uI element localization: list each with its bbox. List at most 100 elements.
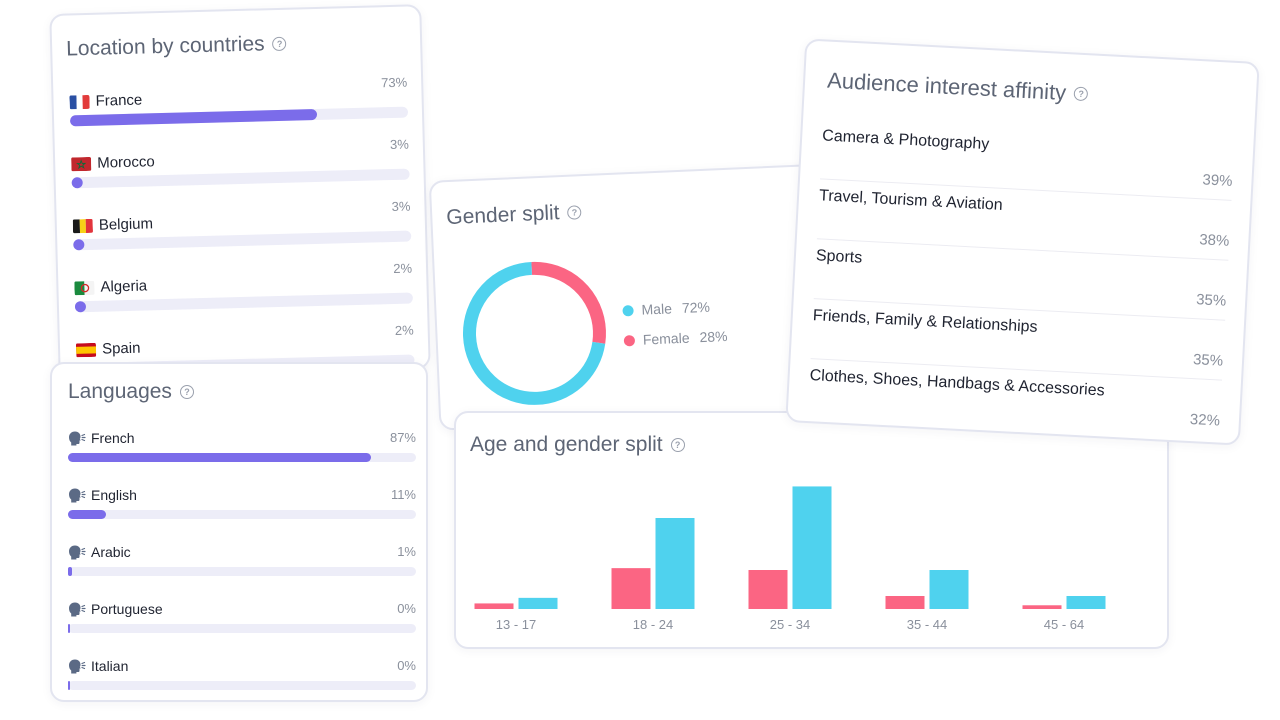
- interest-percent: 39%: [1202, 171, 1233, 190]
- language-label-wrap: English: [68, 487, 416, 503]
- speaking-head-icon: [69, 431, 86, 446]
- language-label-wrap: Portuguese: [68, 601, 416, 617]
- location-label-wrap: Spain: [75, 333, 414, 359]
- location-country-label: Algeria: [100, 277, 148, 296]
- interest-title-wrap: Audience interest affinity ?: [827, 68, 1089, 108]
- age-title-wrap: Age and gender split ?: [470, 433, 685, 457]
- belgium-flag-icon: [72, 218, 94, 233]
- location-row-morocco: Morocco 3%: [71, 137, 410, 189]
- age-gender-bar-chart: 13 - 17 18 - 24 25 - 34 35 - 44 45 - 64: [474, 486, 1106, 632]
- legend-item-female: Female 28%: [623, 328, 728, 349]
- language-label-wrap: Italian: [68, 658, 416, 674]
- location-row-belgium: Belgium 3%: [72, 199, 412, 251]
- languages-card: Languages ? French 87% English 11% Arabi…: [50, 362, 428, 702]
- language-progress-track: [68, 510, 416, 519]
- location-title-wrap: Location by countries ?: [66, 32, 287, 62]
- language-percent: 11%: [390, 487, 416, 502]
- speaking-head-icon: [69, 488, 86, 503]
- language-progress-fill: [68, 624, 70, 633]
- languages-card-title: Languages: [68, 380, 172, 403]
- language-row-italian: Italian 0%: [68, 658, 416, 690]
- x-tick-label: 18 - 24: [633, 617, 673, 632]
- language-label: English: [91, 487, 137, 503]
- location-progress-track: [69, 106, 409, 127]
- legend-value: 72%: [681, 298, 711, 316]
- location-progress-fill: [69, 108, 317, 127]
- location-progress-track: [74, 292, 413, 313]
- interest-label: Sports: [815, 247, 863, 267]
- male-legend-dot: [622, 304, 634, 317]
- language-label-wrap: French: [68, 430, 416, 446]
- location-percent: 3%: [389, 136, 410, 153]
- male-bar: [518, 597, 558, 609]
- interest-label: Travel, Tourism & Aviation: [818, 187, 1004, 214]
- female-bar: [748, 570, 788, 609]
- speaking-head-icon: [69, 545, 86, 560]
- location-progress-fill: [73, 239, 85, 251]
- location-label-wrap: Morocco: [71, 147, 409, 173]
- language-progress-fill: [68, 681, 70, 690]
- female-bar: [885, 596, 925, 609]
- morocco-flag-icon: [71, 156, 92, 171]
- language-row-french: French 87%: [68, 430, 416, 462]
- help-icon[interactable]: ?: [179, 385, 194, 399]
- location-percent: 2%: [394, 322, 414, 338]
- language-progress-fill: [68, 567, 72, 576]
- help-icon[interactable]: ?: [567, 205, 582, 220]
- algeria-flag-icon: [74, 280, 95, 295]
- interest-label: Camera & Photography: [821, 127, 990, 154]
- legend-label: Female: [642, 329, 690, 348]
- language-label: Portuguese: [91, 601, 163, 617]
- female-legend-dot: [623, 334, 636, 346]
- location-progress-fill: [71, 177, 83, 189]
- interest-percent: 38%: [1198, 231, 1230, 250]
- location-progress-fill: [74, 301, 87, 313]
- language-progress-track: [68, 681, 416, 690]
- help-icon[interactable]: ?: [1073, 86, 1089, 102]
- help-icon[interactable]: ?: [670, 438, 685, 452]
- location-percent: 2%: [393, 260, 413, 277]
- gender-donut-chart: [462, 261, 606, 405]
- interest-percent: 35%: [1195, 291, 1227, 310]
- language-row-portuguese: Portuguese 0%: [68, 601, 416, 633]
- language-row-english: English 11%: [68, 487, 416, 519]
- location-progress-track: [73, 230, 412, 251]
- location-progress-track: [71, 168, 410, 189]
- interest-label: Friends, Family & Relationships: [812, 307, 1038, 336]
- gender-split-card: Gender split ? Male 72% Female 28%: [428, 163, 840, 431]
- interest-card-title: Audience interest affinity: [826, 67, 1067, 106]
- male-bar: [929, 570, 969, 609]
- female-bar: [474, 603, 514, 609]
- languages-title-wrap: Languages ?: [68, 380, 194, 404]
- language-label: French: [91, 430, 135, 446]
- male-bar: [792, 486, 832, 609]
- language-percent: 0%: [397, 601, 416, 616]
- location-row-spain: Spain 2%: [75, 323, 415, 375]
- location-row-france: France 73%: [69, 75, 409, 127]
- speaking-head-icon: [69, 602, 86, 617]
- legend-item-male: Male 72%: [622, 299, 710, 319]
- language-progress-fill: [68, 510, 107, 519]
- location-country-label: Spain: [101, 339, 141, 358]
- interest-percent: 35%: [1192, 351, 1224, 370]
- location-row-algeria: Algeria 2%: [74, 261, 413, 313]
- location-label-wrap: Algeria: [74, 271, 412, 297]
- location-card-title: Location by countries: [65, 32, 265, 61]
- help-icon[interactable]: ?: [272, 36, 287, 52]
- france-flag-icon: [69, 94, 90, 109]
- interest-affinity-card: Audience interest affinity ? Camera & Ph…: [785, 38, 1260, 446]
- language-row-arabic: Arabic 1%: [68, 544, 416, 576]
- location-percent: 3%: [391, 198, 411, 215]
- legend-label: Male: [641, 300, 673, 318]
- interest-percent: 32%: [1189, 411, 1221, 430]
- language-percent: 1%: [397, 544, 416, 559]
- gender-card-title: Gender split: [445, 201, 560, 230]
- location-label-wrap: Belgium: [72, 209, 411, 235]
- age-gender-card: 13 - 17 18 - 24 25 - 34 35 - 44 45 - 64 Age …: [454, 411, 1169, 649]
- x-tick-label: 13 - 17: [496, 617, 536, 632]
- spain-flag-icon: [75, 342, 97, 357]
- location-label-wrap: France: [69, 85, 407, 111]
- language-label: Italian: [91, 658, 129, 674]
- language-progress-fill: [68, 453, 371, 462]
- gender-title-wrap: Gender split ?: [446, 200, 582, 230]
